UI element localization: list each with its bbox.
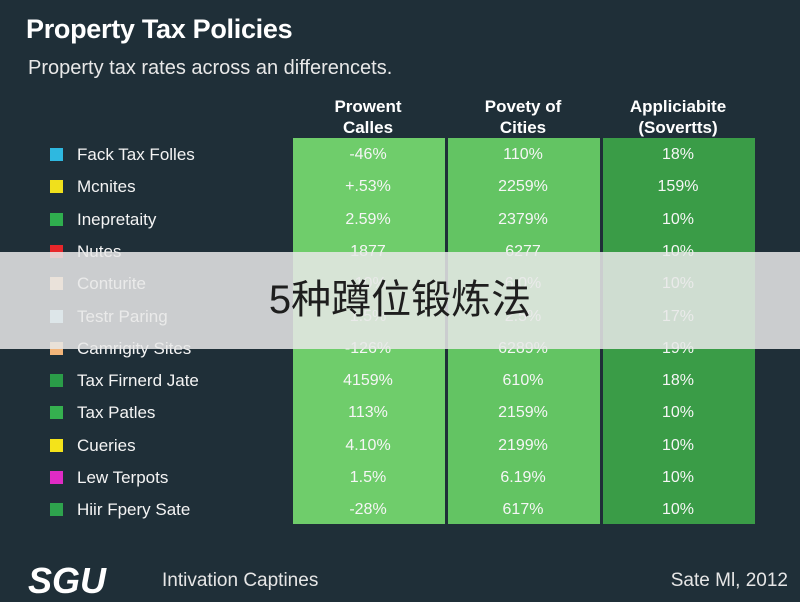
legend-swatch <box>50 406 63 420</box>
legend-swatch <box>50 438 63 452</box>
row-label-text: Fack Tax Folles <box>77 145 195 164</box>
footer-caption: Intivation Captines <box>162 570 319 591</box>
table-cell: 10% <box>661 501 695 519</box>
table-cell: 2.59% <box>345 210 391 228</box>
table-cell: 6.19% <box>500 469 546 486</box>
caption-banner-text: 5种蹲位锻炼法 <box>268 278 532 322</box>
caption-banner: 5种蹲位锻炼法 <box>0 252 800 349</box>
table-cell: 18% <box>661 372 695 390</box>
table-cell: +.53% <box>345 178 391 196</box>
legend-swatch <box>50 148 63 161</box>
row-label: Lew Terpots <box>50 468 168 488</box>
table-cell: 1.5% <box>349 469 387 486</box>
table-cell: 10% <box>661 404 695 422</box>
row-label: Tax Firnerd Jate <box>50 371 199 391</box>
row-label-text: Lew Terpots <box>77 468 169 487</box>
sgu-logo: SGU <box>28 560 107 601</box>
row-label-text: Hiir Fpery Sate <box>77 500 191 520</box>
legend-swatch <box>50 503 63 517</box>
table-cell: -28% <box>349 501 387 519</box>
table-cell: 2379% <box>498 210 548 228</box>
legend-swatch <box>50 374 63 388</box>
chart-title: Property Tax Policies <box>26 14 293 44</box>
row-label-text: Tax Firnerd Jate <box>77 371 199 391</box>
row-label-text: Inepretaity <box>77 209 157 229</box>
row-label: Mcnites <box>50 177 136 197</box>
table-cell: 18% <box>661 146 695 163</box>
column-header-2: Povety of Cities <box>448 96 598 138</box>
table-cell: 2259% <box>498 178 548 196</box>
legend-swatch <box>50 212 63 226</box>
column-header-line: Povety of <box>484 97 562 116</box>
row-label: Fack Tax Folles <box>50 145 195 165</box>
row-label: Tax Patles <box>50 403 155 423</box>
legend-swatch <box>50 471 63 484</box>
table-cell: 2159% <box>498 404 548 422</box>
column-header-line: Cities <box>499 118 547 137</box>
column-header-line: Prowent <box>334 97 402 116</box>
legend-swatch <box>50 180 63 194</box>
table-cell: -46% <box>349 146 387 163</box>
row-label: Cueries <box>50 436 136 456</box>
column-header-line: (Sovertts) <box>638 118 718 137</box>
table-cell: 10% <box>661 210 695 228</box>
table-cell: 4159% <box>343 372 393 390</box>
row-label-text: Mcnites <box>77 177 136 197</box>
row-label: Hiir Fpery Sate <box>50 500 190 520</box>
column-header-1: Prowent Calles <box>293 96 443 138</box>
row-label-text: Tax Patles <box>77 403 156 423</box>
table-cell: 617% <box>502 501 544 519</box>
column-header-line: Appliciabite <box>629 97 727 116</box>
table-cell: 610% <box>502 372 544 390</box>
footer-date: Sate Ml, 2012 <box>670 570 788 591</box>
table-cell: 4.10% <box>345 436 391 454</box>
row-label: Inepretaity <box>50 210 156 230</box>
table-cell: 159% <box>657 178 699 196</box>
table-cell: 10% <box>661 436 695 454</box>
table-cell: 2199% <box>498 436 548 454</box>
column-header-3: Appliciabite (Sovertts) <box>603 96 753 138</box>
row-label-text: Cueries <box>77 435 136 455</box>
column-header-line: Calles <box>342 118 394 137</box>
table-cell: 10% <box>661 469 695 486</box>
table-cell: 110% <box>503 146 543 163</box>
table-cell: 113% <box>348 404 388 422</box>
chart-subtitle: Property tax rates across an differencet… <box>28 57 393 79</box>
